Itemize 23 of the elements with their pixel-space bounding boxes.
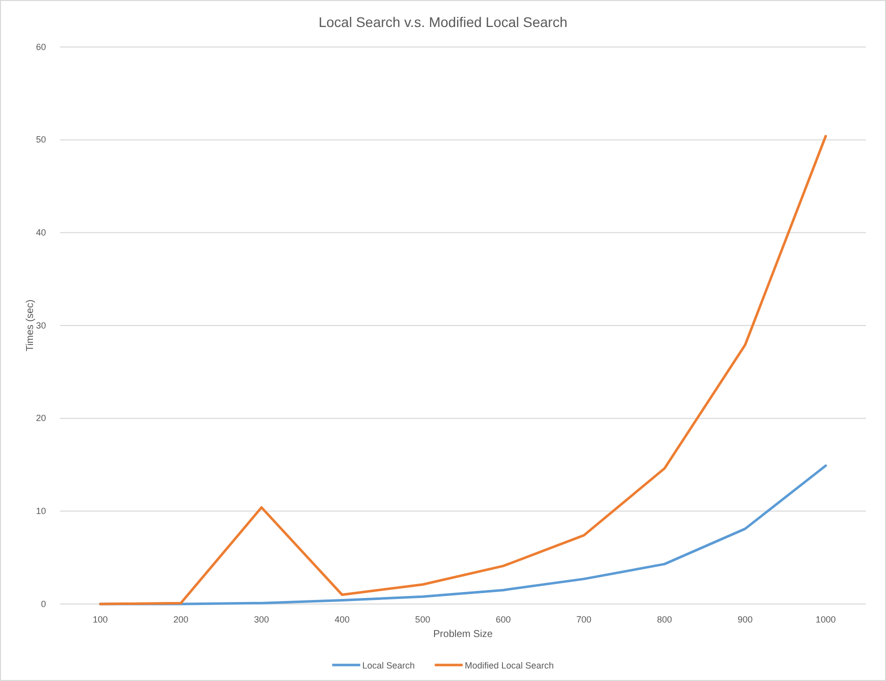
x-tick-label: 1000 (816, 614, 836, 624)
x-axis-title: Problem Size (433, 629, 494, 640)
x-tick-label: 100 (92, 614, 108, 624)
y-tick-label: 60 (36, 42, 46, 52)
legend-label: Modified Local Search (464, 660, 554, 670)
x-tick-label: 800 (656, 614, 672, 624)
y-tick-label: 30 (36, 320, 46, 330)
x-tick-label: 300 (254, 614, 270, 624)
legend-label: Local Search (362, 660, 415, 670)
x-tick-label: 900 (738, 614, 753, 624)
y-tick-label: 40 (36, 228, 46, 238)
y-tick-label: 50 (36, 134, 46, 145)
chart-title: Local Search v.s. Modified Local Search (318, 14, 568, 30)
y-axis-title: Times (sec) (25, 300, 36, 352)
x-tick-label: 500 (415, 614, 430, 624)
x-tick-label: 200 (173, 614, 188, 624)
y-tick-label: 0 (40, 598, 46, 609)
x-tick-label: 700 (576, 614, 592, 624)
y-tick-label: 20 (36, 413, 46, 424)
x-tick-label: 400 (334, 614, 350, 624)
y-tick-label: 10 (36, 506, 46, 516)
line-series (99, 134, 827, 606)
x-tick-label: 600 (496, 614, 511, 624)
